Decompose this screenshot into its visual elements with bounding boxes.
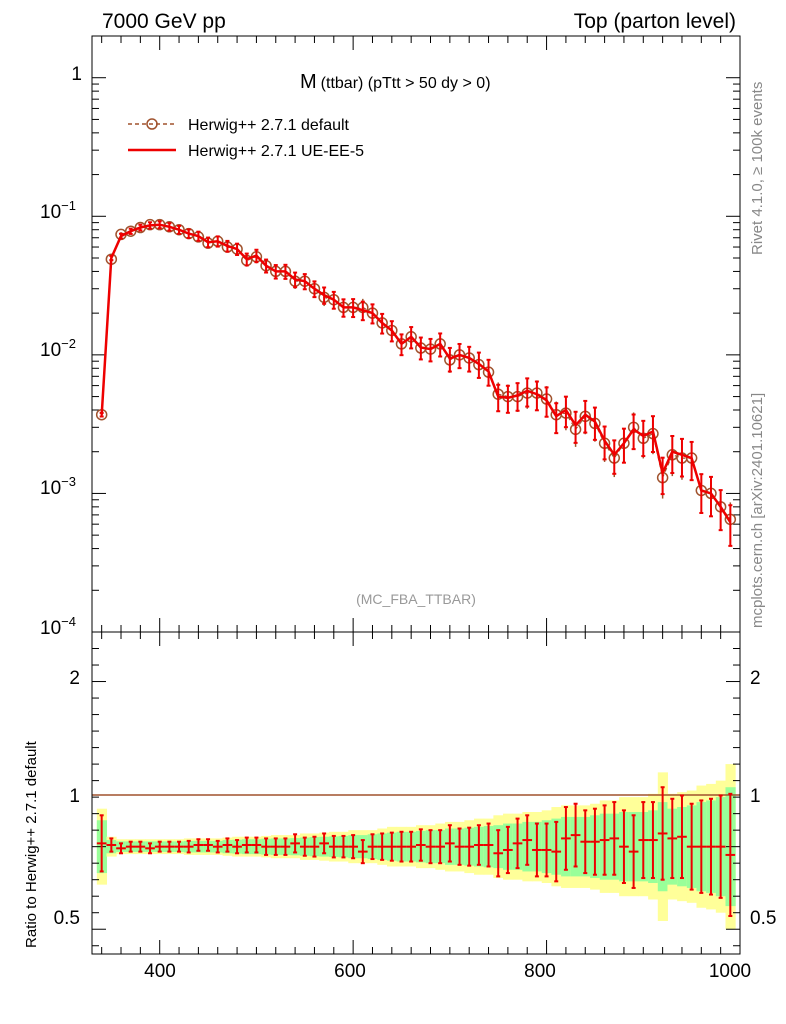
marker-default xyxy=(124,225,137,237)
ratio-y-label-1: 1 xyxy=(69,786,80,807)
ratio-y-label-1-right: 1 xyxy=(750,786,761,807)
legend-label-default: Herwig++ 2.7.1 default xyxy=(188,117,350,134)
series-herwig-ue-ee-5 xyxy=(99,220,733,547)
plot-title: M (ttbar) (pTtt > 50 dy > 0) xyxy=(300,71,491,93)
series-line-default xyxy=(101,224,731,520)
mcplots-label: mcplots.cern.ch [arXiv:2401.10621] xyxy=(749,393,766,628)
ratio-axis-ticks xyxy=(92,631,741,954)
x-tick-label-600: 600 xyxy=(334,961,366,982)
ratio-y-label-0.5-right: 0.5 xyxy=(750,908,776,929)
header-right: Top (parton level) xyxy=(574,10,736,33)
header-left: 7000 GeV pp xyxy=(102,10,226,33)
ratio-y-label-2: 2 xyxy=(69,668,80,689)
y-tick-label-1e-2: 10−2 xyxy=(40,336,76,361)
ratio-frame xyxy=(91,631,741,955)
y-tick-label-1e-4: 10−4 xyxy=(40,614,76,639)
rivet-label: Rivet 4.1.0, ≥ 100k events xyxy=(749,82,766,255)
ratio-y-label-0.5: 0.5 xyxy=(54,908,80,929)
y-tick-label-1e-3: 10−3 xyxy=(40,474,76,499)
ratio-panel: 2 1 0.5 2 1 0.5 Ratio to Herwig++ 2.7.1 … xyxy=(23,631,777,982)
ratio-y-axis-label: Ratio to Herwig++ 2.7.1 default xyxy=(23,740,40,948)
x-tick-label-400: 400 xyxy=(144,961,176,982)
main-y-tick-labels: 1 10−1 10−2 10−3 10−4 xyxy=(40,64,82,639)
legend: Herwig++ 2.7.1 default Herwig++ 2.7.1 UE… xyxy=(128,117,364,160)
x-tick-label-1000: 1000 xyxy=(709,961,751,982)
main-panel: 1 10−1 10−2 10−3 10−4 M (ttbar) (pTtt > 5… xyxy=(40,35,741,639)
legend-label-ue: Herwig++ 2.7.1 UE-EE-5 xyxy=(188,143,364,160)
y-tick-label-1e-1: 10−1 xyxy=(40,198,76,223)
ratio-y-label-2-right: 2 xyxy=(750,668,761,689)
ratio-y-tick-labels: 2 1 0.5 2 1 0.5 xyxy=(54,668,777,929)
x-tick-label-800: 800 xyxy=(524,961,556,982)
legend-marker-default xyxy=(146,118,158,130)
series-line-ue xyxy=(100,223,732,523)
ratio-series-ue xyxy=(96,786,736,918)
series-herwig-default xyxy=(95,218,737,544)
watermark: (MC_FBA_TTBAR) xyxy=(356,591,476,607)
x-tick-labels: 400 600 800 1000 xyxy=(144,961,751,982)
y-tick-label-1: 1 xyxy=(71,64,82,85)
